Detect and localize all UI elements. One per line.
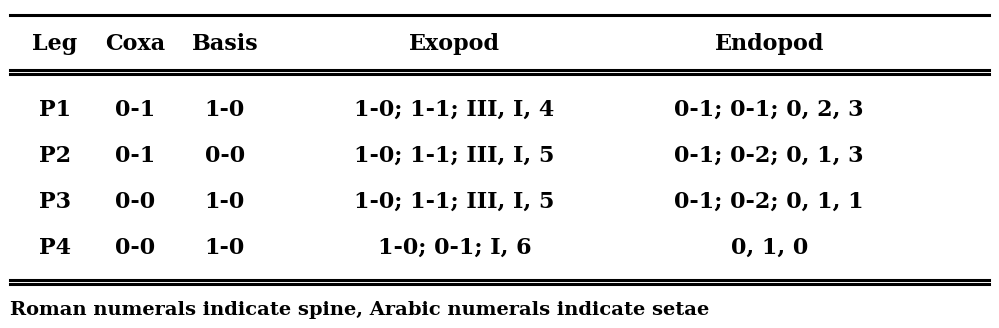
Text: 0-1; 0-2; 0, 1, 3: 0-1; 0-2; 0, 1, 3 xyxy=(674,145,864,167)
Text: P2: P2 xyxy=(39,145,71,167)
Text: 0, 1, 0: 0, 1, 0 xyxy=(730,236,808,259)
Text: 0-0: 0-0 xyxy=(115,236,155,259)
Text: 1-0; 0-1; I, 6: 1-0; 0-1; I, 6 xyxy=(378,236,531,259)
Text: Endopod: Endopod xyxy=(714,33,824,55)
Text: Coxa: Coxa xyxy=(105,33,165,55)
Text: 1-0; 1-1; III, I, 4: 1-0; 1-1; III, I, 4 xyxy=(355,99,554,121)
Text: 1-0; 1-1; III, I, 5: 1-0; 1-1; III, I, 5 xyxy=(355,145,554,167)
Text: 0-1; 0-2; 0, 1, 1: 0-1; 0-2; 0, 1, 1 xyxy=(674,191,864,213)
Text: 0-1; 0-1; 0, 2, 3: 0-1; 0-1; 0, 2, 3 xyxy=(674,99,864,121)
Text: 1-0; 1-1; III, I, 5: 1-0; 1-1; III, I, 5 xyxy=(355,191,554,213)
Text: P1: P1 xyxy=(39,99,71,121)
Text: Roman numerals indicate spine, Arabic numerals indicate setae: Roman numerals indicate spine, Arabic nu… xyxy=(10,301,709,319)
Text: 1-0: 1-0 xyxy=(205,191,245,213)
Text: P4: P4 xyxy=(39,236,71,259)
Text: Exopod: Exopod xyxy=(409,33,500,55)
Text: 0-1: 0-1 xyxy=(115,145,155,167)
Text: 1-0: 1-0 xyxy=(205,99,245,121)
Text: Basis: Basis xyxy=(192,33,258,55)
Text: 1-0: 1-0 xyxy=(205,236,245,259)
Text: Leg: Leg xyxy=(32,33,78,55)
Text: P3: P3 xyxy=(39,191,71,213)
Text: 0-0: 0-0 xyxy=(115,191,155,213)
Text: 0-0: 0-0 xyxy=(205,145,245,167)
Text: 0-1: 0-1 xyxy=(115,99,155,121)
